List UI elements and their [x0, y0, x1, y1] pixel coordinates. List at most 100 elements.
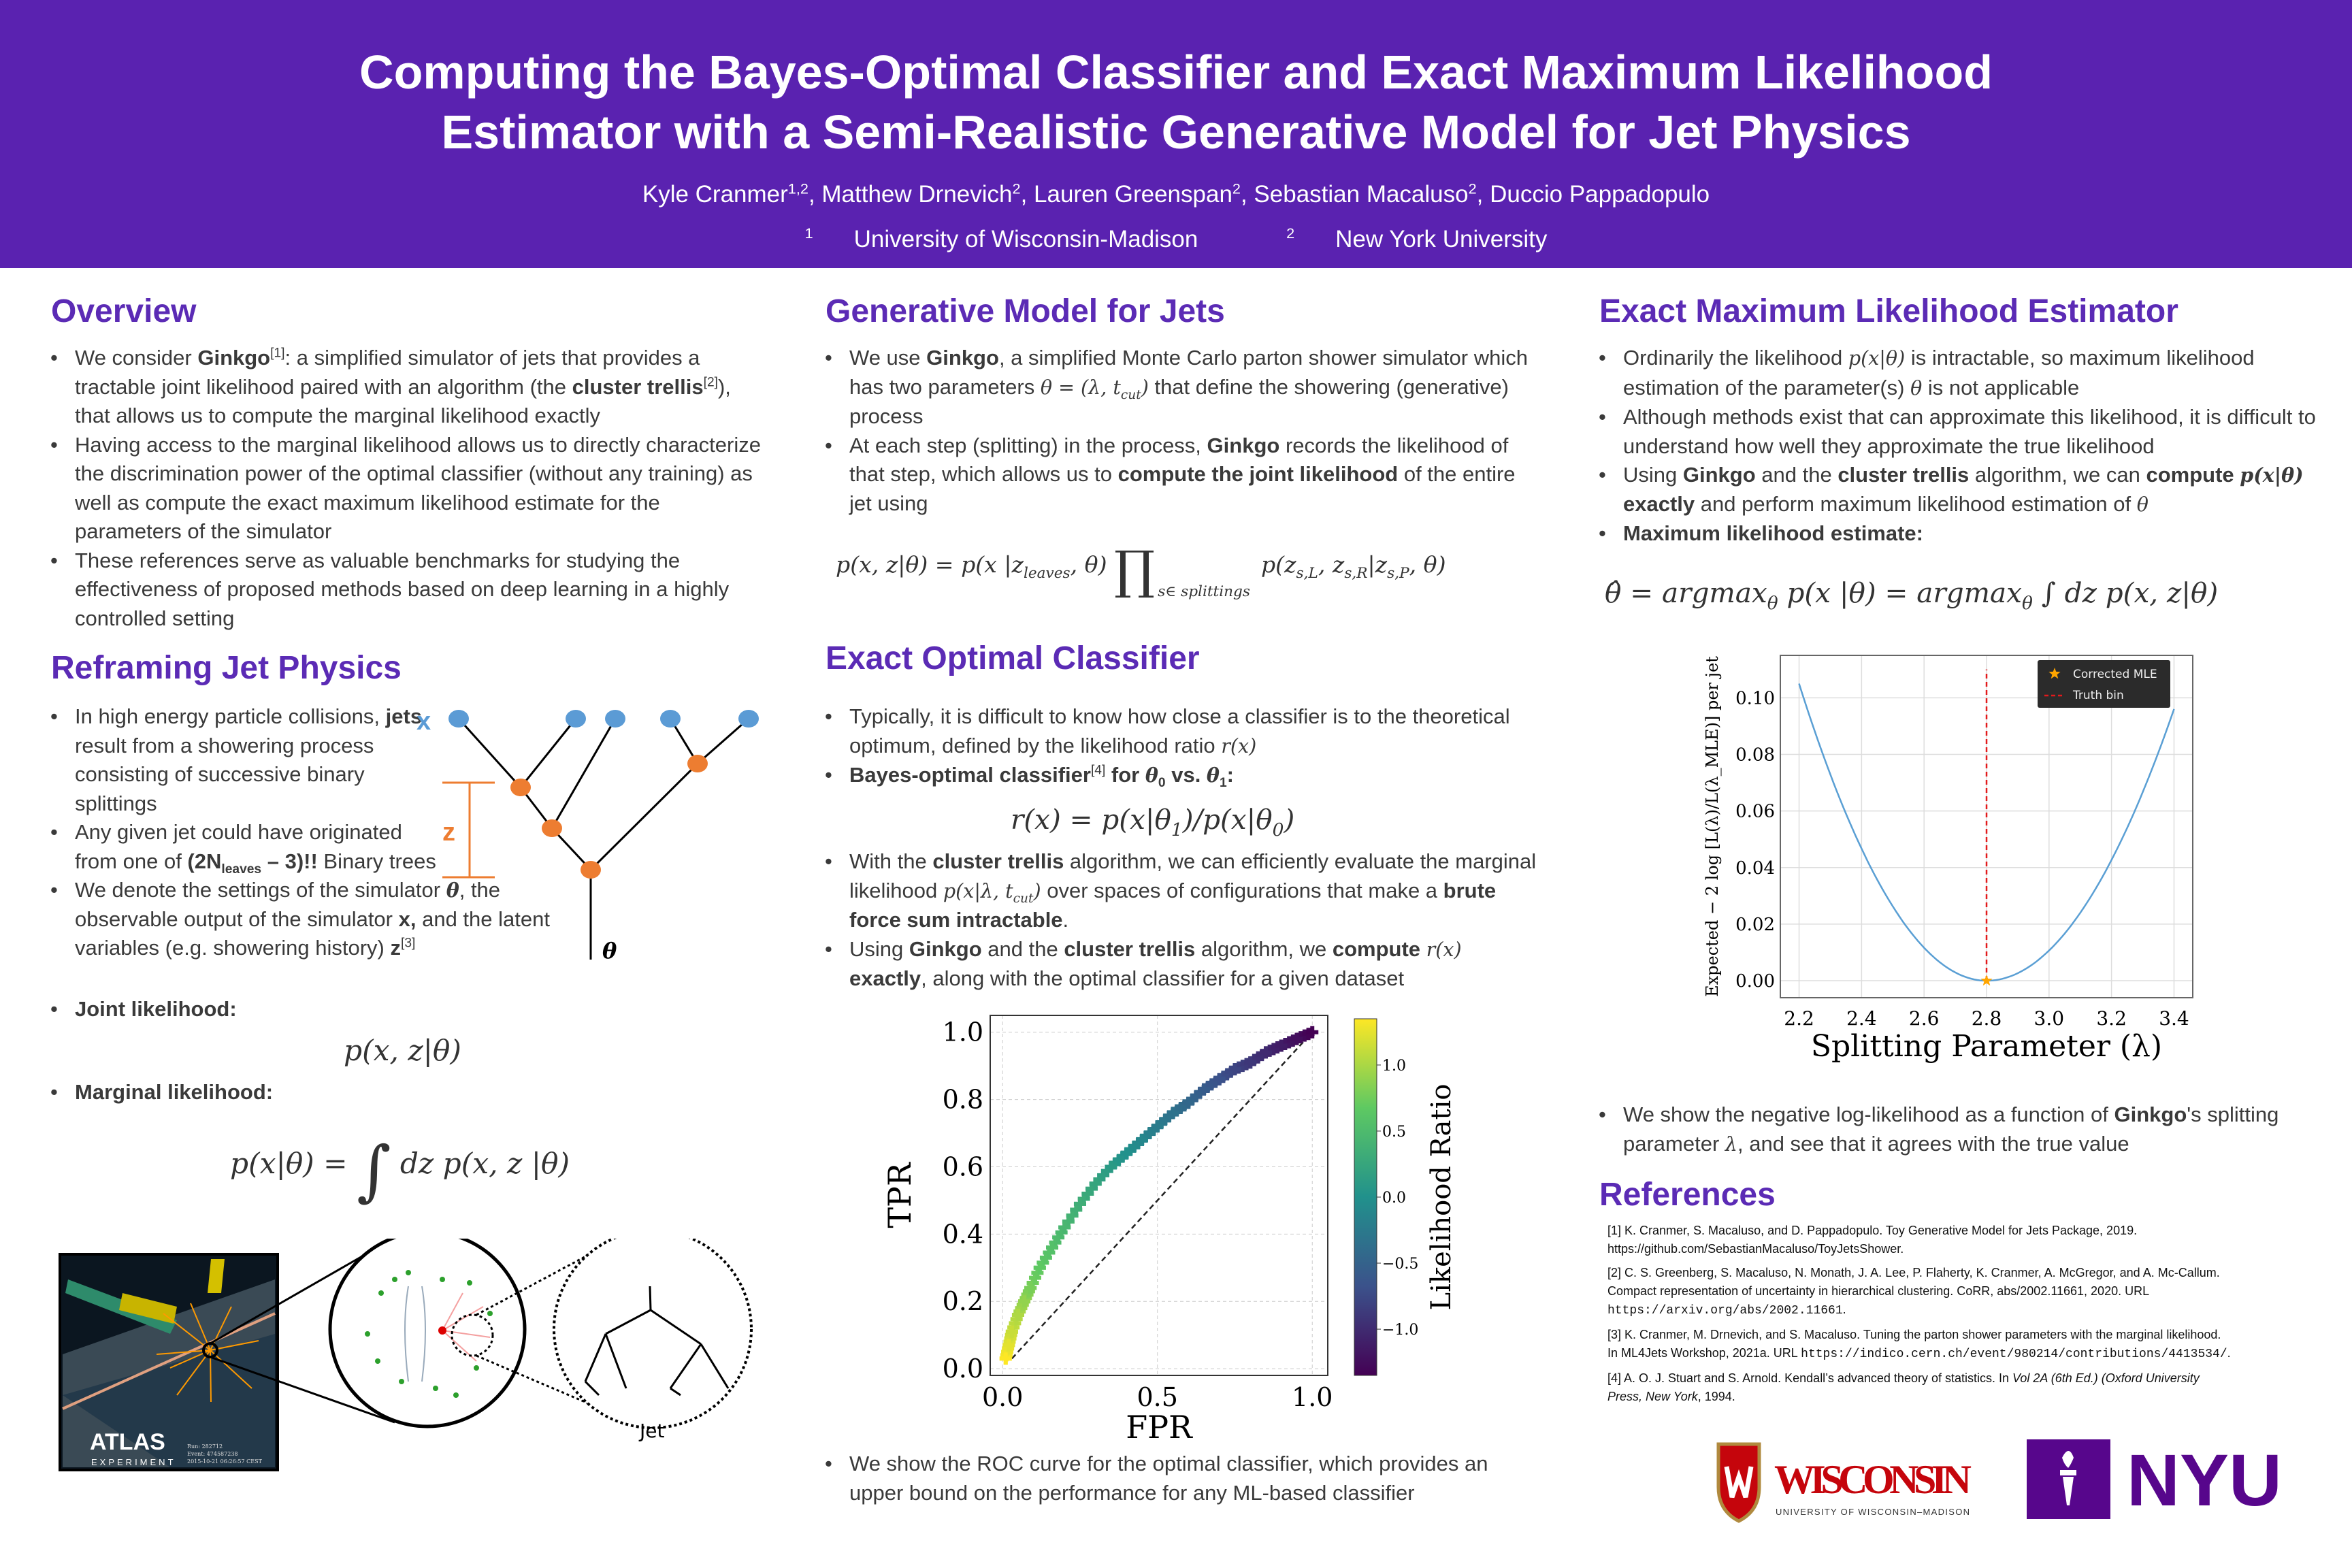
- roc-marker: [1247, 1054, 1260, 1066]
- text-segment: ): [1141, 376, 1149, 399]
- event-info: Event: 474587238: [187, 1451, 238, 1457]
- y-tick-label: 0.2: [943, 1286, 983, 1316]
- colorbar-tick-label: −1.0: [1382, 1322, 1418, 1339]
- text-segment: dz p(x, z |θ): [391, 1147, 570, 1181]
- text-segment: exactly: [849, 966, 921, 990]
- section-heading-classifier: Exact Optimal Classifier: [826, 640, 1200, 676]
- reframing-bullets: In high energy particle collisions, jets…: [49, 702, 764, 963]
- text-segment: We show the negative log-likelihood as a…: [1623, 1102, 2114, 1126]
- text-segment: is intractable, so maximum likelihood es…: [1623, 346, 2255, 399]
- z-bracket: [442, 781, 495, 879]
- text-segment: These references serve as valuable bench…: [75, 548, 730, 630]
- text-segment: Having access to the marginal likelihood…: [75, 432, 761, 544]
- text-segment: :: [1226, 763, 1234, 787]
- text-segment: 2: [1232, 180, 1241, 197]
- text-segment: r(x): [1426, 938, 1462, 961]
- roc-data-point: [1002, 1339, 1015, 1352]
- text-segment: cluster trellis: [1838, 463, 1970, 487]
- text-segment: that define the showering (generative) p…: [849, 374, 1509, 429]
- roc-marker: [1112, 1154, 1125, 1166]
- bullet-item: Bayes-optimal classifier[4] for θ0 vs. θ…: [823, 761, 1538, 790]
- roc-marker: [1143, 1127, 1156, 1140]
- text-segment: and the: [981, 936, 1064, 961]
- poster-title: Computing the Bayes-Optimal Classifier a…: [0, 42, 2352, 162]
- roc-marker: [1055, 1226, 1068, 1239]
- text-segment: 's splitting parameter: [1623, 1102, 2279, 1156]
- reference-item: [4] A. O. J. Stuart and S. Arnold. Kenda…: [1607, 1369, 2234, 1406]
- roc-data-point: [1228, 1063, 1241, 1076]
- wisconsin-subtitle: UNIVERSITY OF WISCONSIN–MADISON: [1776, 1507, 1970, 1517]
- text-segment: https://arxiv.org/abs/2002.11661: [1607, 1304, 1843, 1318]
- roc-marker: [1174, 1101, 1187, 1114]
- roc-marker: [1147, 1124, 1160, 1137]
- roc-marker: [1036, 1256, 1049, 1269]
- text-segment: θ = (λ, t: [1040, 376, 1121, 399]
- roc-data-point: [999, 1352, 1012, 1365]
- mle-bullets-after: We show the negative log-likelihood as a…: [1597, 1100, 2319, 1159]
- text-segment: We show the ROC curve for the optimal cl…: [849, 1452, 1488, 1505]
- roc-marker: [1221, 1068, 1234, 1081]
- section-heading-generative: Generative Model for Jets: [826, 293, 1225, 329]
- text-segment: Bayes-optimal classifier: [849, 763, 1091, 787]
- text-segment: , the observable output of the simulator: [75, 878, 501, 931]
- text-segment: ∏: [1114, 540, 1156, 600]
- text-segment: p(x |θ) = argmax: [1778, 576, 2022, 609]
- text-segment: compute the joint likelihood: [1117, 462, 1399, 486]
- x-tick-label: 2.8: [1972, 1007, 2002, 1030]
- roc-data-point: [1259, 1046, 1272, 1059]
- y-tick-label: 0.8: [943, 1085, 983, 1115]
- text-segment: and the latent variables (e.g. showering…: [75, 906, 550, 960]
- roc-data-point: [1182, 1096, 1195, 1109]
- bullet-item: We consider Ginkgo[1]: a simplified simu…: [49, 344, 764, 431]
- classifier-bullets-a: Typically, it is difficult to know how c…: [823, 702, 1538, 790]
- roc-data-point: [1306, 1026, 1319, 1039]
- y-tick-label: 0.04: [1735, 858, 1775, 879]
- roc-marker: [1252, 1051, 1264, 1064]
- roc-marker: [1139, 1130, 1152, 1143]
- roc-marker: [1190, 1090, 1203, 1102]
- text-segment: , θ): [1409, 551, 1446, 578]
- reference-item: [3] K. Cranmer, M. Drnevich, and S. Maca…: [1607, 1326, 2234, 1364]
- text-segment: We denote the settings of the simulator: [75, 878, 446, 902]
- text-segment: z: [390, 936, 401, 960]
- roc-data-point: [1018, 1295, 1031, 1308]
- reference-item: [1] K. Cranmer, S. Macaluso, and D. Papp…: [1607, 1222, 2234, 1258]
- text-segment: , 1994.: [1697, 1390, 1735, 1403]
- roc-chart: 0.0 0.5 1.0 0.0 0.2 0.4 0.6 0.8 1.0 FPR TPR −1.0 −0.…: [885, 1015, 1457, 1446]
- affiliation: 1 University of Wisconsin-Madison: [785, 226, 1219, 252]
- roc-marker: [1159, 1113, 1172, 1126]
- colorbar-tick-label: −0.5: [1382, 1256, 1418, 1273]
- colorbar: [1354, 1018, 1377, 1376]
- text-segment: p(x|θ): [2240, 463, 2304, 487]
- generative-bullets: We use Ginkgo, a simplified Monte Carlo …: [823, 344, 1538, 518]
- affiliation: 2 New York University: [1266, 226, 1567, 252]
- wisconsin-w-icon: [1724, 1466, 1754, 1499]
- text-segment: s,L: [1296, 565, 1318, 583]
- diagonal-line: [1011, 1031, 1313, 1360]
- text-segment: , along with the optimal classifier for …: [921, 966, 1405, 990]
- x-axis-label: FPR: [1126, 1409, 1193, 1446]
- text-segment: .: [1062, 908, 1069, 932]
- roc-data-point: [1213, 1073, 1226, 1085]
- bullet-item: Ordinarily the likelihood p(x|θ) is intr…: [1597, 344, 2319, 403]
- y-axis-label: TPR: [885, 1162, 918, 1228]
- text-segment: [1] K. Cranmer, S. Macaluso, and D. Papp…: [1607, 1224, 2138, 1256]
- internal-node: [581, 861, 601, 879]
- atlas-subtitle: EXPERIMENT: [91, 1457, 176, 1467]
- mle-formula: θ̂ = argmaxθ p(x |θ) = argmaxθ ∫ dz p(x,…: [1605, 575, 2218, 612]
- text-segment: Marginal likelihood:: [75, 1080, 274, 1104]
- x-label: x: [416, 707, 431, 736]
- text-segment: (2N: [187, 849, 222, 873]
- text-segment: 1: [804, 225, 813, 242]
- roc-marker: [1031, 1267, 1044, 1279]
- roc-marker: [1132, 1137, 1145, 1149]
- bullet-item: With the cluster trellis algorithm, we c…: [823, 847, 1538, 935]
- text-segment: , Matthew Drnevich: [808, 181, 1013, 208]
- text-segment: ∫: [357, 1132, 391, 1209]
- text-segment: , Sebastian Macaluso: [1240, 181, 1469, 208]
- z-label: z: [442, 818, 455, 847]
- jet-label: Jet: [638, 1420, 664, 1442]
- text-segment: s∈ splittings: [1158, 583, 1250, 600]
- atlas-event-display: ATLAS EXPERIMENT Run: 282712 Event: 4745…: [59, 1253, 279, 1471]
- text-segment: [1]: [270, 346, 285, 361]
